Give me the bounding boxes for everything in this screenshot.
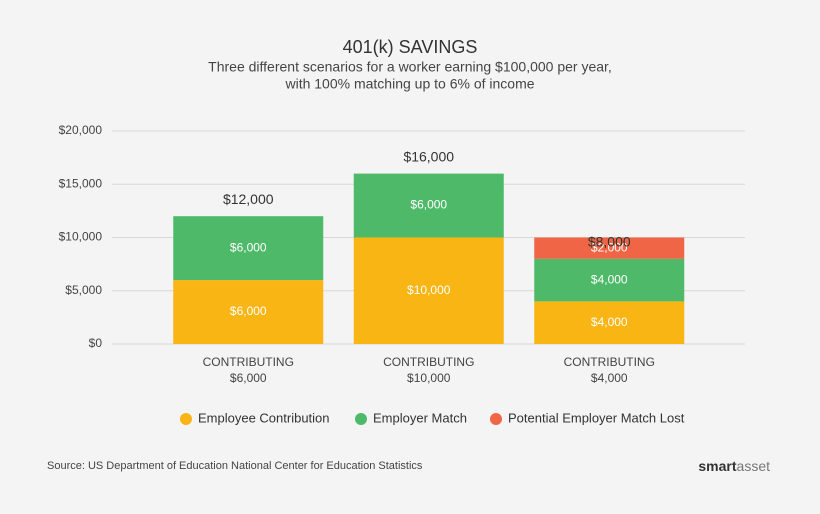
bar-segment (173, 216, 324, 281)
legend-label: Employee Contribution (198, 410, 330, 425)
logo: smartasset (698, 458, 770, 474)
data-label: $10,000 (407, 283, 451, 297)
y-tick-label: $5,000 (65, 283, 102, 297)
data-label: $6,000 (230, 240, 267, 254)
total-label: $8,000 (588, 234, 631, 250)
y-tick-label: $15,000 (59, 176, 103, 190)
chart-subtitle: with 100% matching up to 6% of income (284, 76, 534, 92)
legend-label: Employer Match (373, 410, 467, 425)
y-tick-label: $10,000 (59, 230, 103, 244)
chart-title: 401(k) SAVINGS (343, 37, 478, 57)
data-label: $6,000 (230, 304, 267, 318)
chart-subtitle: Three different scenarios for a worker e… (208, 59, 612, 75)
bar-segment (534, 237, 685, 259)
legend-swatch (355, 413, 367, 425)
legend-label: Potential Employer Match Lost (508, 410, 685, 425)
legend-swatch (490, 413, 502, 425)
total-label: $16,000 (403, 148, 454, 164)
total-label: $12,000 (223, 191, 274, 207)
x-tick-label: $4,000 (591, 371, 628, 385)
x-tick-label: CONTRIBUTING (203, 355, 294, 369)
data-label: $2,000 (591, 240, 628, 254)
bar-segment (353, 237, 504, 344)
bar-segment (534, 301, 685, 344)
logo-part: smart (698, 458, 736, 474)
legend-swatch (180, 413, 192, 425)
x-tick-label: CONTRIBUTING (564, 355, 655, 369)
data-label: $4,000 (591, 272, 628, 286)
x-tick-label: CONTRIBUTING (383, 355, 474, 369)
y-tick-label: $20,000 (59, 123, 103, 137)
data-label: $6,000 (410, 198, 447, 212)
source: Source: US Department of Education Natio… (47, 460, 423, 472)
data-label: $4,000 (591, 315, 628, 329)
y-tick-label: $0 (89, 336, 103, 350)
x-tick-label: $6,000 (230, 371, 267, 385)
bar-segment (534, 258, 685, 302)
x-tick-label: $10,000 (407, 371, 451, 385)
logo-part: asset (737, 458, 771, 474)
bar-segment (353, 173, 504, 238)
bar-segment (173, 280, 324, 344)
